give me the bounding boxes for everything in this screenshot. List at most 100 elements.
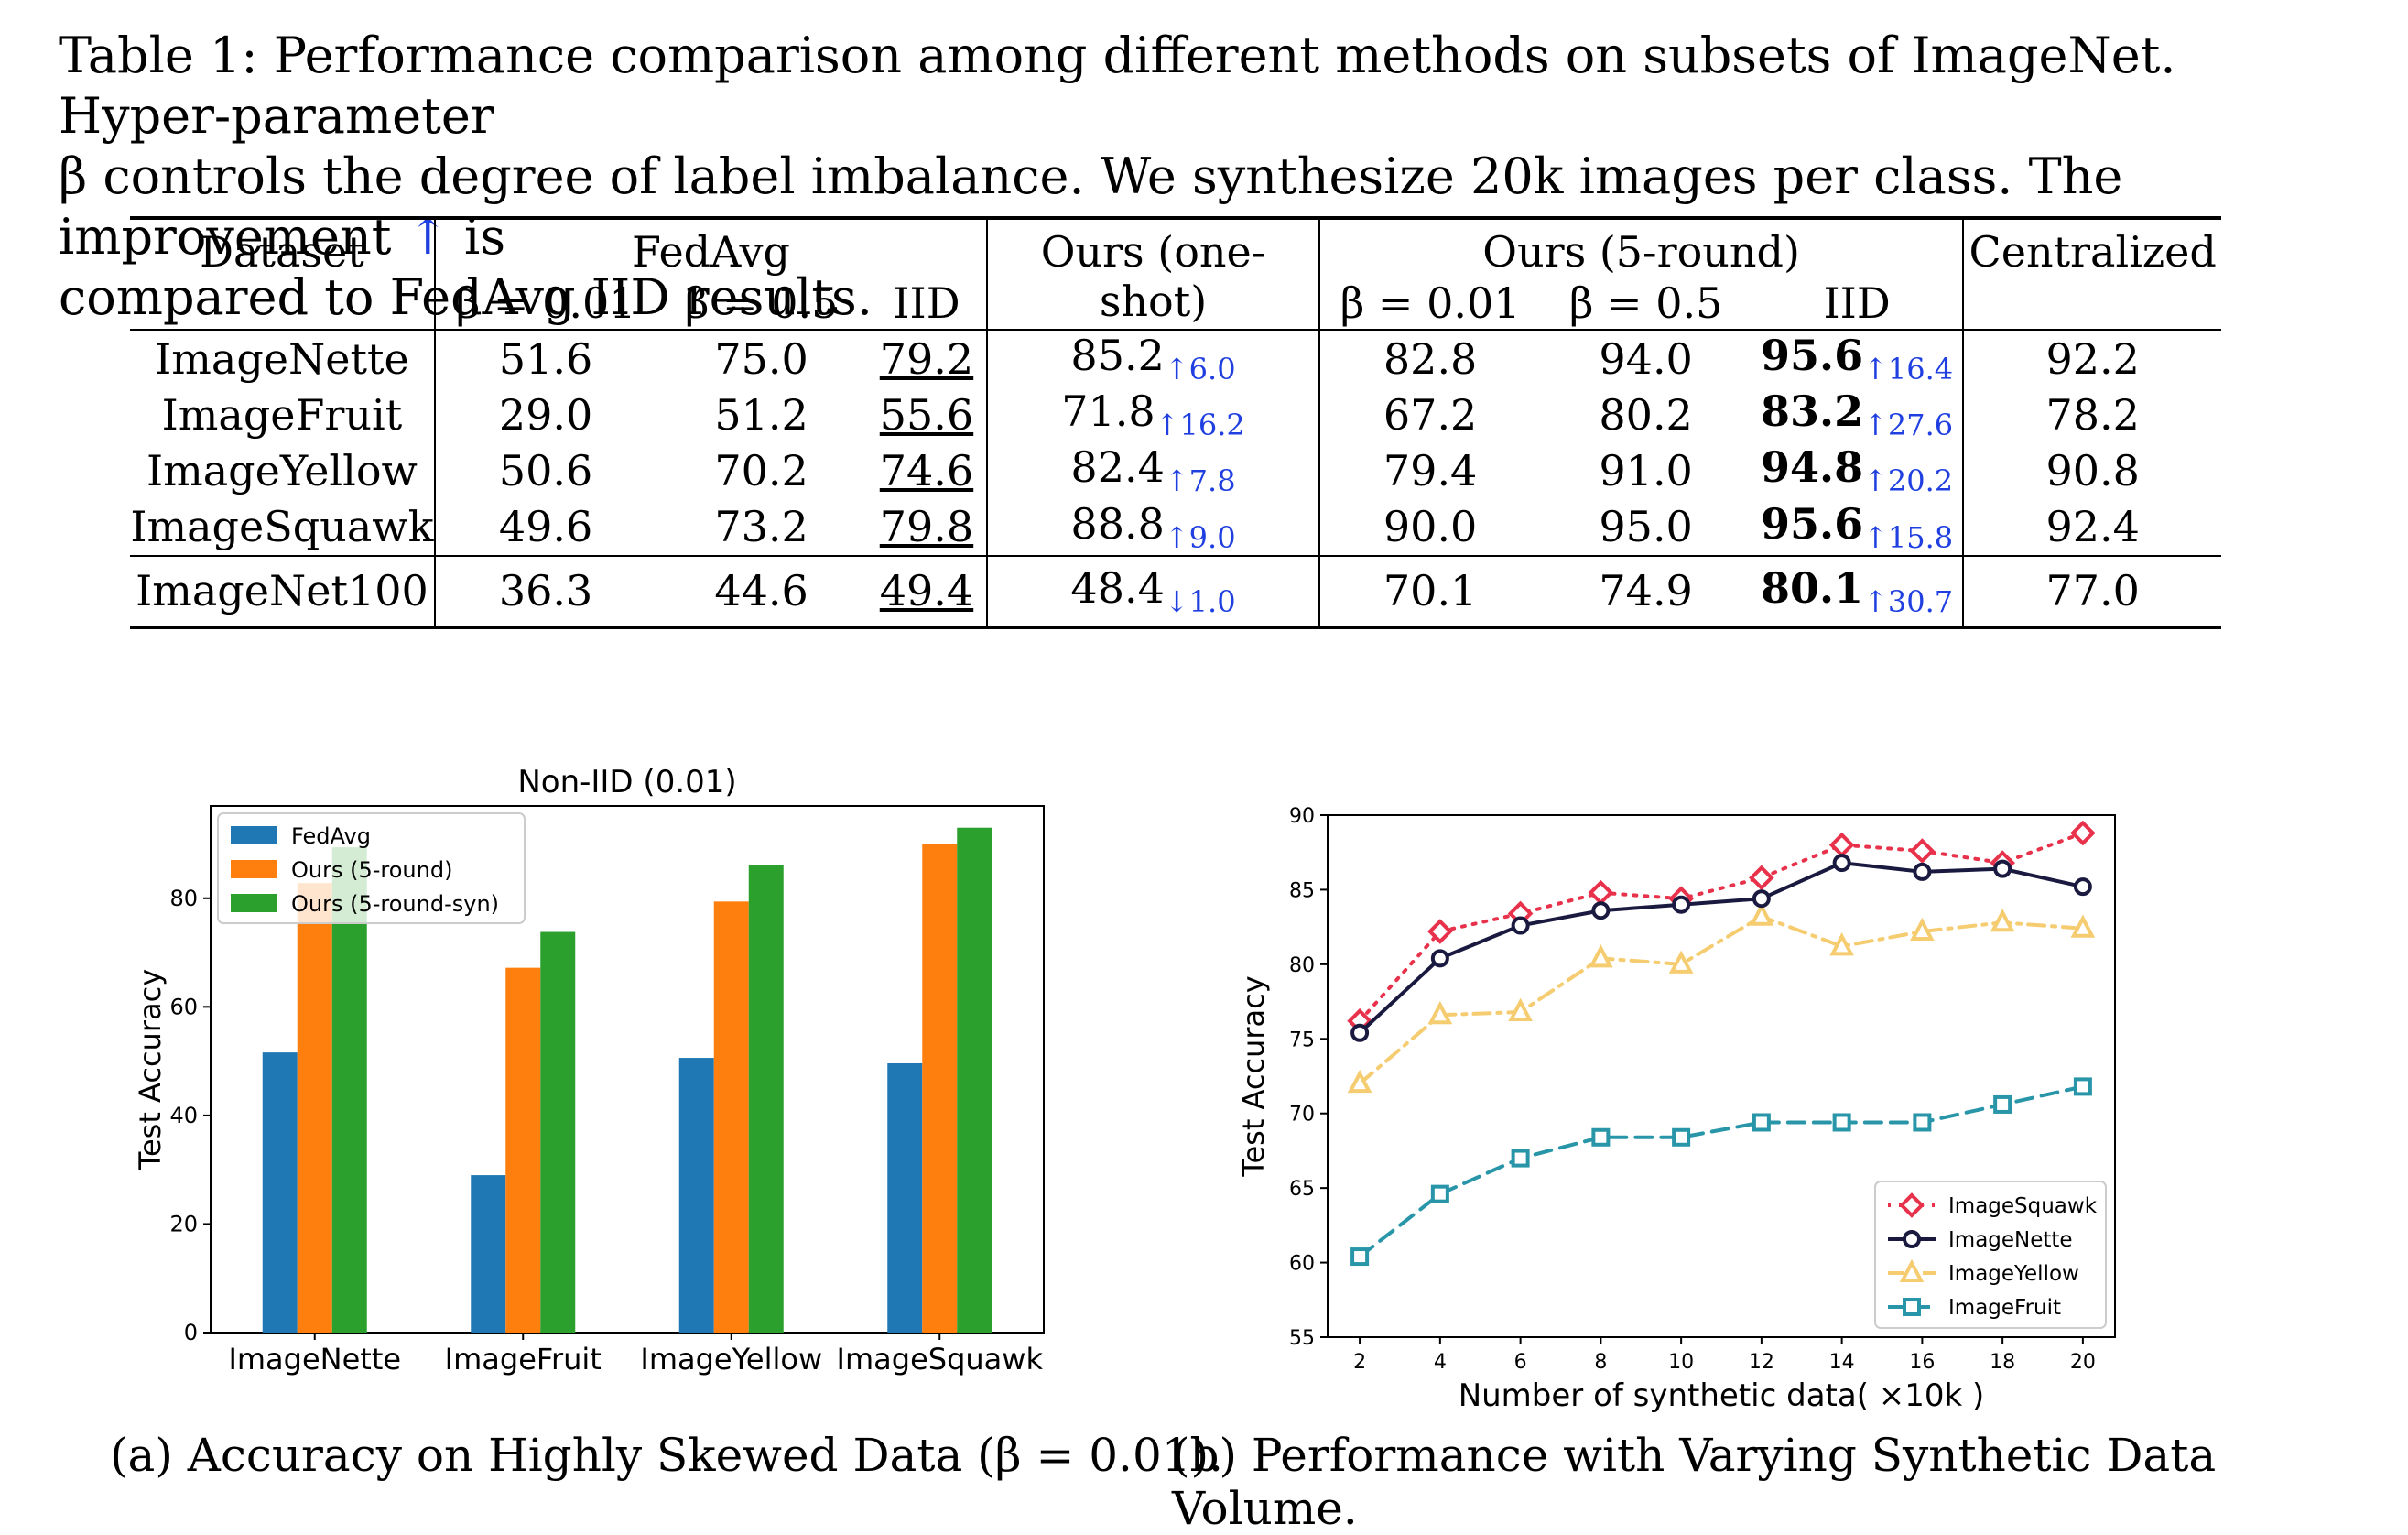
legend-swatch	[231, 894, 277, 912]
point-imagefruit	[1993, 1094, 2012, 1114]
x-tick-label: 2	[1353, 1351, 1366, 1374]
oneshot-cell: 71.8↑16.2	[986, 386, 1319, 443]
point-imagenette	[1993, 859, 2012, 878]
y-tick-label: 65	[1289, 1178, 1315, 1201]
fiveround-b05-cell: 80.2	[1540, 386, 1751, 442]
table-row: ImageNet100 36.3 44.6 49.4 48.4↓1.0 70.1 74.9 8…	[130, 555, 2221, 627]
legend-swatch	[231, 860, 277, 878]
subcaption-b: (b) Performance with Varying Synthetic D…	[1172, 1429, 2217, 1535]
dataset-cell: ImageYellow	[130, 442, 435, 498]
oneshot-cell: 48.4↓1.0	[986, 555, 1319, 627]
centralized-cell-value: 78.2	[2045, 389, 2140, 440]
centralized-cell-value: 90.8	[2045, 445, 2140, 495]
fedavg-iid-cell-value: 49.4	[879, 566, 974, 616]
point-imagesquawk	[1909, 838, 1936, 864]
fedavg-b001-cell-value: 29.0	[498, 389, 593, 440]
fedavg-iid-cell: 49.4	[867, 556, 987, 627]
point-imagefruit	[1832, 1113, 1851, 1132]
header-centralized: Centralized	[1962, 218, 2221, 330]
improvement-label: ↑7.8	[1164, 463, 1236, 499]
fiveround-b001-cell-value: 79.4	[1383, 445, 1478, 495]
fiveround-iid-cell-value: 80.1	[1761, 562, 1864, 613]
improvement-label: ↑20.2	[1863, 463, 1954, 499]
fiveround-b05-cell-value: 91.0	[1599, 445, 1693, 495]
bar-ours-5-round-syn--imageyellow	[748, 865, 784, 1333]
legend-marker	[1903, 1230, 1921, 1248]
point-imagesquawk	[1588, 879, 1614, 906]
fiveround-iid-cell-value: 94.8	[1761, 442, 1864, 493]
fiveround-iid-cell-value: 83.2	[1761, 386, 1864, 437]
point-imagenette	[2073, 877, 2092, 897]
fiveround-b05-cell-value: 94.0	[1599, 333, 1693, 384]
point-imageyellow	[1427, 1000, 1453, 1025]
bar-fedavg-imageyellow	[678, 1058, 714, 1333]
fedavg-b05-cell-value: 75.0	[714, 333, 808, 384]
fedavg-b05-cell: 44.6	[656, 556, 866, 627]
point-imagesquawk	[1427, 919, 1453, 944]
y-tick-label: 20	[169, 1211, 198, 1236]
plot-frame	[1327, 814, 2116, 1338]
bar-ours-5-round-syn--imagefruit	[540, 931, 576, 1333]
fiveround-iid-cell-value: 95.6	[1761, 331, 1864, 380]
y-tick-label: 40	[169, 1103, 198, 1128]
bar-ours-5-round--imagenette	[297, 883, 332, 1333]
fedavg-b05-cell-value: 51.2	[714, 389, 808, 440]
point-imagefruit	[1511, 1149, 1530, 1168]
header-5r-iid: IID	[1823, 278, 1891, 328]
improvement-label: ↑16.4	[1863, 352, 1954, 387]
fiveround-b001-cell-value: 90.0	[1383, 502, 1478, 552]
table-caption: Table 1: Performance comparison among di…	[59, 26, 2302, 328]
point-imagenette	[1511, 916, 1530, 935]
legend-box	[1874, 1181, 2107, 1329]
legend-marker	[1899, 1258, 1925, 1282]
fiveround-iid-cell: 95.6↑15.8	[1752, 499, 1963, 556]
fiveround-b001-cell: 90.0	[1318, 498, 1541, 556]
fedavg-iid-cell-value: 79.2	[879, 333, 974, 384]
fiveround-b001-cell: 82.8	[1318, 330, 1541, 387]
point-imageyellow	[1749, 902, 1774, 926]
oneshot-cell-value: 71.8	[1061, 386, 1155, 437]
y-tick-label: 80	[1289, 954, 1315, 977]
point-imagenette	[1591, 901, 1611, 920]
bar-ours-5-round--imagefruit	[505, 967, 541, 1333]
legend-label: Ours (5-round)	[291, 857, 452, 883]
fedavg-iid-cell: 74.6	[867, 442, 987, 498]
x-tick-label: 16	[1909, 1351, 1935, 1374]
bar-fedavg-imagenette	[262, 1052, 298, 1333]
bar-ours-5-round-syn--imagesquawk	[957, 827, 992, 1333]
fedavg-b05-cell: 73.2	[656, 499, 866, 556]
improvement-label: ↑9.0	[1164, 519, 1236, 555]
centralized-cell-value: 77.0	[2045, 566, 2140, 616]
point-imageyellow	[1589, 944, 1613, 968]
bar-fedavg-imagefruit	[471, 1175, 506, 1333]
header-fedavg-b001: β = 0.01	[433, 277, 656, 330]
legend-label: ImageNette	[1948, 1228, 2073, 1252]
oneshot-cell-value: 88.8	[1070, 498, 1165, 549]
x-tick-label: 20	[2070, 1351, 2096, 1374]
point-imagefruit	[1672, 1127, 1691, 1147]
point-imagefruit	[2073, 1077, 2092, 1096]
fiveround-iid-cell: 95.6↑16.4	[1752, 330, 1963, 386]
results-table: Dataset FedAvg Ours (one-shot) Ours (5-r…	[130, 216, 2221, 629]
point-imageyellow	[1668, 950, 1694, 974]
x-tick-label: 4	[1434, 1351, 1447, 1374]
fedavg-iid-cell-value: 79.8	[879, 502, 974, 552]
y-tick-label: 60	[169, 994, 198, 1019]
caption-line-2: β controls the degree of label imbalance…	[59, 147, 2302, 267]
line-imagefruit	[1358, 1084, 2085, 1259]
fedavg-iid-cell-value: 74.6	[879, 445, 974, 495]
improvement-label: ↑15.8	[1863, 519, 1954, 555]
dataset-cell-value: ImageNet100	[136, 566, 428, 616]
improvement-label: ↑30.7	[1863, 583, 1954, 619]
y-tick-label: 75	[1289, 1029, 1315, 1051]
fedavg-b001-cell: 50.6	[433, 442, 656, 499]
point-imageyellow	[1508, 997, 1533, 1021]
fiveround-iid-cell: 94.8↑20.2	[1752, 442, 1963, 498]
x-tick-label: 12	[1749, 1351, 1774, 1374]
chart-legend: FedAvg Ours (5-round) Ours (5-round-syn)	[217, 812, 526, 924]
legend-label: ImageYellow	[1948, 1262, 2079, 1286]
x-tick-label: ImageYellow	[640, 1342, 822, 1377]
fedavg-b001-cell: 51.6	[433, 330, 656, 387]
fiveround-b05-cell-value: 80.2	[1599, 389, 1693, 440]
chart-legend: ImageSquawk ImageNette ImageYellow ImageFru…	[1874, 1181, 2107, 1329]
